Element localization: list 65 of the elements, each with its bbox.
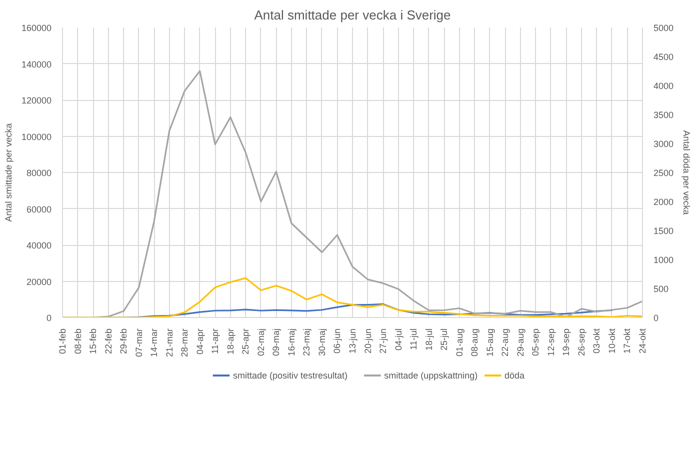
x-tick-label: 02-maj [256,328,266,356]
y-tick-label: 140000 [21,59,52,70]
y-tick-label: 120000 [21,96,52,106]
x-tick-label: 15-aug [484,328,495,357]
x-tick-label: 24-okt [638,328,648,354]
y-tick-label: 20000 [26,276,52,287]
x-tick-label: 22-aug [500,328,510,357]
x-tick-label: 26-sep [576,328,586,356]
y-tick-label: 40000 [26,240,52,250]
y-tick-label: 100000 [21,132,52,142]
y2-tick-label: 4500 [654,52,674,62]
y2-tick-label: 3000 [654,139,674,149]
x-tick-label: 10-okt [606,328,617,354]
x-tick-label: 06-jun [332,328,342,354]
y2-tick-label: 2500 [654,168,674,178]
legend-label: smittade (positiv testresultat) [232,370,348,380]
y2-axis-title: Antal döda per vecka [682,130,692,215]
y2-tick-label: 4000 [654,81,674,91]
chart-title: Antal smittade per vecka i Sverige [254,8,451,22]
y2-tick-label: 5000 [654,23,674,33]
x-tick-label: 01-feb [58,328,68,354]
x-tick-label: 28-mar [180,328,190,358]
x-tick-label: 29-aug [515,328,526,357]
x-tick-label: 13-jun [348,328,358,354]
x-tick-label: 18-jul [424,328,434,351]
x-tick-label: 25-apr [240,328,251,355]
x-tick-label: 23-maj [302,328,312,356]
x-tick-label: 09-maj [271,328,282,356]
y-tick-label: 60000 [26,204,52,214]
x-tick-label: 08-aug [470,328,480,357]
x-tick-label: 11-apr [210,328,220,354]
y2-tick-label: 500 [654,284,669,294]
y2-tick-label: 0 [654,313,659,323]
y-axis-title: Antal smittade per vecka [3,123,14,222]
x-tick-label: 19-sep [561,328,572,356]
y-tick-label: 0 [46,313,52,323]
y2-tick-label: 1500 [654,226,674,236]
x-tick-label: 12-sep [546,328,556,356]
legend-label: smittade (uppskattning) [384,370,478,380]
x-tick-label: 27-jun [378,328,388,354]
x-tick-label: 07-mar [134,328,144,358]
y-tick-label: 160000 [21,23,52,33]
x-tick-label: 20-jun [362,328,373,354]
y2-tick-label: 1000 [654,255,674,265]
x-tick-label: 04-jul [393,328,404,351]
x-tick-label: 16-maj [286,328,296,356]
x-tick-label: 03-okt [592,328,602,354]
x-tick-label: 18-apr [225,328,236,355]
x-tick-label: 29-feb [118,328,129,354]
x-tick-label: 22-feb [103,328,114,354]
x-tick-label: 05-sep [530,328,541,356]
x-tick-label: 11-jul [408,328,419,350]
x-tick-label: 08-feb [72,328,83,354]
y2-tick-label: 2000 [654,197,674,207]
x-tick-label: 17-okt [622,328,632,354]
x-tick-label: 04-apr [194,328,205,355]
x-tick-label: 21-mar [164,328,174,358]
x-tick-label: 15-feb [88,328,98,354]
x-tick-label: 25-jul [439,328,450,351]
x-tick-label: 01-aug [454,328,464,357]
x-tick-label: 30-maj [316,328,327,356]
legend-label: döda [504,370,525,380]
y2-tick-label: 3500 [654,110,674,120]
y-tick-label: 80000 [26,168,52,178]
x-tick-label: 14-mar [149,328,160,358]
